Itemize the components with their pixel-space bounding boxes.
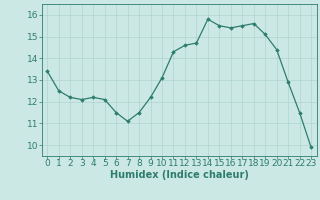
X-axis label: Humidex (Indice chaleur): Humidex (Indice chaleur) [110, 170, 249, 180]
